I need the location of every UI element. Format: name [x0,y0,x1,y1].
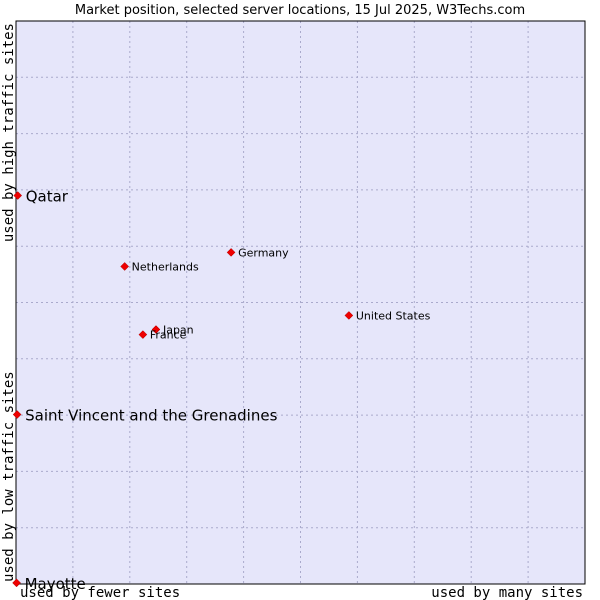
point-label: Qatar [26,188,69,206]
point-mayotte: Mayotte [12,575,86,593]
point-label: Germany [238,246,289,259]
point-united-states: United States [344,309,431,322]
y-axis-label-top: used by high traffic sites [1,23,17,242]
chart-title: Market position, selected server locatio… [75,3,525,18]
point-qatar: Qatar [13,188,69,206]
point-marker [13,191,23,200]
x-axis-label-left: used by fewer sites [20,585,180,600]
point-france: France [138,329,187,342]
plot-border [15,20,586,585]
point-label: Mayotte [25,575,86,593]
y-axis-label-bottom: used by low traffic sites [1,371,17,582]
point-label: Japan [162,324,194,337]
point-netherlands: Netherlands [120,260,199,273]
point-label: France [150,329,187,342]
point-saint-vincent-and-the-grenadines: Saint Vincent and the Grenadines [12,407,278,425]
grid-lines [16,21,585,584]
point-label: Saint Vincent and the Grenadines [25,407,277,425]
point-marker [120,262,130,271]
point-marker [12,578,21,588]
x-axis-label-right: used by many sites [431,585,583,600]
point-marker [12,410,22,419]
point-label: United States [356,309,431,322]
point-marker [138,330,148,339]
point-marker [226,248,236,257]
point-japan: Japan [151,324,194,337]
point-label: Netherlands [132,260,199,273]
data-points: Qatar Saint Vincent and the Grenadines May… [12,188,431,593]
point-marker [344,311,354,320]
point-germany: Germany [226,246,289,259]
point-marker [151,325,161,334]
